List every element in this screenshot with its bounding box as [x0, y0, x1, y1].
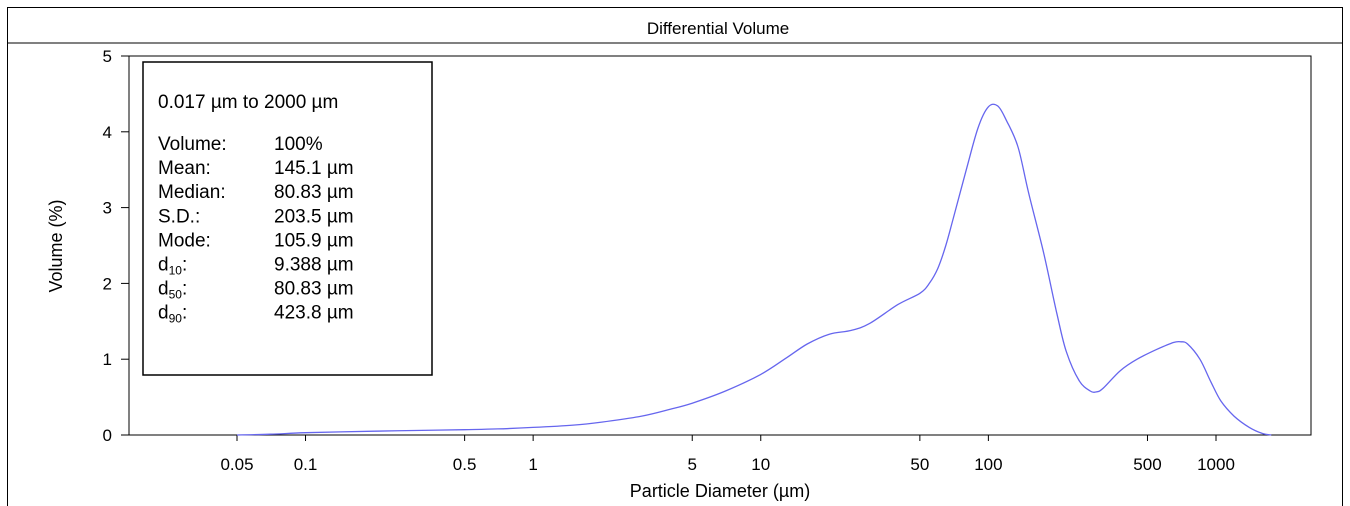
x-tick-label: 50: [910, 455, 929, 474]
x-tick-label: 0.1: [294, 455, 318, 474]
y-axis-label: Volume (%): [46, 199, 66, 292]
statistic-value: 9.388 µm: [274, 255, 354, 276]
statistic-value: 203.5 µm: [274, 206, 354, 227]
series-line: [236, 103, 1272, 436]
statistics-box-border: [142, 61, 433, 376]
statistic-label: Mode:: [158, 230, 211, 251]
statistics-rows: Volume: 100% Mean: 145.1 µm Median: 80.83 µm S…: [158, 134, 354, 326]
x-tick-label: 0.05: [220, 455, 253, 474]
x-axis-label: Particle Diameter (µm): [630, 481, 810, 501]
statistic-value: 105.9 µm: [274, 230, 354, 251]
statistic-label: Volume:: [158, 134, 227, 155]
x-tick-label: 5: [688, 455, 697, 474]
statistic-value: 80.83 µm: [274, 182, 354, 203]
statistics-range: 0.017 µm to 2000 µm: [158, 92, 338, 113]
x-tick-label: 1: [528, 455, 537, 474]
x-tick-label: 0.5: [453, 455, 477, 474]
statistic-value: 145.1 µm: [274, 158, 354, 179]
plot-area: [128, 55, 1312, 436]
statistics-box: 0.017 µm to 2000 µm Volume: 100% Mean: 145.…: [142, 61, 433, 376]
y-tick-label: 5: [103, 47, 112, 66]
statistic-label: Mean:: [158, 158, 211, 179]
statistic-value: 80.83 µm: [274, 279, 354, 300]
statistic-label: S.D.:: [158, 206, 200, 227]
axis-ticks: 0.05 0.1 0.5 1 5 10 50 100 500 1000 0 1 2 3 4 5: [103, 47, 1235, 474]
y-tick-label: 4: [103, 123, 112, 142]
statistic-value: 100%: [274, 134, 323, 155]
figure-frame: [7, 7, 1343, 506]
x-tick-label: 1000: [1197, 455, 1235, 474]
statistic-value: 423.8 µm: [274, 303, 354, 324]
chart-title: Differential Volume: [647, 19, 789, 38]
y-tick-label: 2: [103, 274, 112, 293]
x-tick-label: 500: [1133, 455, 1161, 474]
y-tick-label: 1: [103, 350, 112, 369]
x-tick-label: 100: [974, 455, 1002, 474]
y-tick-label: 0: [103, 426, 112, 445]
statistic-label: Median:: [158, 182, 226, 203]
y-tick-label: 3: [103, 199, 112, 218]
x-tick-label: 10: [751, 455, 770, 474]
